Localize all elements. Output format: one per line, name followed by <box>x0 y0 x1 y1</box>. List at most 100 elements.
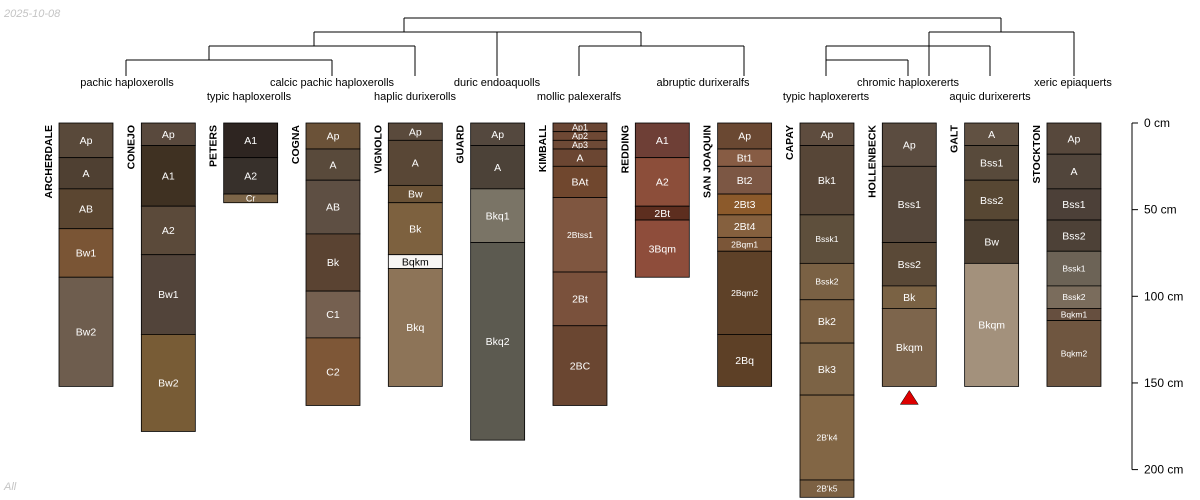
horizon-a2 <box>140 205 196 256</box>
bottom-marker-triangle <box>899 389 919 405</box>
horizon-bk <box>305 233 361 292</box>
horizon-2b-k4 <box>799 394 855 481</box>
horizon-label: C1 <box>326 309 340 321</box>
horizon-label: Bk <box>327 257 340 269</box>
horizon-label: Ap <box>1068 133 1081 145</box>
horizon-label: 3Bqm <box>649 243 677 255</box>
horizon-label: A2 <box>656 177 669 189</box>
horizon-label: Ap <box>80 135 93 147</box>
horizon-a1 <box>223 122 279 159</box>
taxon-label: duric endoaquolls <box>454 77 541 89</box>
horizon-label: A <box>988 129 995 141</box>
horizon-2bc <box>552 325 608 406</box>
horizon-bss1 <box>964 145 1020 181</box>
horizon-bw2 <box>140 334 196 432</box>
taxon-label: typic haploxererts <box>783 91 870 103</box>
taxon-label: aquic durixererts <box>949 91 1031 103</box>
horizon-label: Ap <box>327 131 340 143</box>
horizon-bk1 <box>799 145 855 216</box>
profile-name-galt: GALT <box>949 124 961 152</box>
horizon-a <box>1046 153 1102 190</box>
horizon-label: 2Bt4 <box>734 221 756 233</box>
taxon-label: calcic pachic haploxerolls <box>270 77 395 89</box>
horizon-bt2 <box>717 165 773 195</box>
profile-name-guard: GUARD <box>455 125 467 164</box>
horizon-label: Bssk1 <box>815 234 838 244</box>
horizon-label: Bss1 <box>1062 199 1086 211</box>
profile-name-redding: REDDING <box>619 125 631 173</box>
horizon-label: 2B'k5 <box>816 484 837 494</box>
horizon-bk3 <box>799 342 855 396</box>
horizon-label: 2Bt <box>654 208 670 220</box>
horizon-c1 <box>305 290 361 339</box>
horizon-label: A1 <box>244 135 257 147</box>
depth-axis-label: 0 cm <box>1144 116 1170 130</box>
horizon-bkq <box>387 268 443 387</box>
horizon-label: Bt2 <box>737 175 753 187</box>
horizon-label: Bw1 <box>158 289 179 301</box>
profile-name-archerdale: ARCHERDALE <box>43 125 55 199</box>
horizon-label: Ap3 <box>572 140 588 150</box>
horizon-label: A1 <box>656 135 669 147</box>
horizon-ap <box>1046 122 1102 155</box>
horizon-label: BAt <box>572 177 589 189</box>
horizon-label: Bssk1 <box>1062 264 1085 274</box>
horizon-label: Ap <box>738 131 751 143</box>
depth-axis-label: 200 cm <box>1144 463 1183 477</box>
horizon-label: A <box>494 162 501 174</box>
horizon-cr <box>223 193 279 204</box>
horizon-a <box>387 139 443 186</box>
horizon-label: Bk <box>409 223 422 235</box>
horizon-ab <box>58 188 114 230</box>
horizon-bssk1 <box>799 214 855 264</box>
horizon-label: Bqkm <box>402 256 429 268</box>
horizon-label: Bw <box>984 236 999 248</box>
horizon-bssk2 <box>799 262 855 301</box>
horizon-label: AB <box>326 202 340 214</box>
profile-name-conejo: CONEJO <box>125 125 137 169</box>
horizon-bk <box>387 202 443 256</box>
profile-name-capay: CAPAY <box>784 125 796 160</box>
taxon-label: haplic durixerolls <box>374 91 456 103</box>
horizon-ap <box>305 122 361 150</box>
profile-name-cogna: COGNA <box>290 125 302 165</box>
horizon-bw1 <box>58 228 114 278</box>
horizon-bssk1 <box>1046 250 1102 287</box>
horizon-label: 2Bqm2 <box>731 288 758 298</box>
horizon-label: Bw2 <box>158 378 179 390</box>
horizon-ap <box>58 122 114 159</box>
horizon-label: Bqkm1 <box>1061 309 1088 319</box>
profile-name-vignolo: VIGNOLO <box>372 125 384 173</box>
horizon-bw <box>964 219 1020 264</box>
horizon-label: Bt1 <box>737 152 753 164</box>
horizon-label: Bw2 <box>76 327 97 339</box>
horizon-label: Bk <box>903 292 916 304</box>
horizon-label: Ap2 <box>572 131 588 141</box>
horizon-label: Bk1 <box>818 175 836 187</box>
horizon-label: Bss2 <box>980 195 1004 207</box>
horizon-label: Bw <box>408 189 423 201</box>
horizon-bss2 <box>881 242 937 287</box>
horizon-label: Bw1 <box>76 248 97 260</box>
taxon-label: pachic haploxerolls <box>80 77 174 89</box>
horizon-a1 <box>140 145 196 207</box>
horizon-label: Bk3 <box>818 364 836 376</box>
horizon-label: Bkqm <box>978 320 1005 332</box>
profile-name-kimball: KIMBALL <box>537 124 549 172</box>
horizon-a2 <box>223 157 279 195</box>
horizon-label: Bss2 <box>1062 230 1086 242</box>
horizon-a <box>305 148 361 181</box>
depth-axis-label: 50 cm <box>1144 203 1177 217</box>
horizon-label: 2Bqm1 <box>731 239 758 249</box>
horizon-label: Bss1 <box>980 158 1004 170</box>
horizon-label: Bssk2 <box>815 277 838 287</box>
date-stamp: 2025-10-08 <box>4 8 61 20</box>
horizon-label: Ap <box>162 129 175 141</box>
horizon-label: Bk2 <box>818 316 836 328</box>
horizon-label: Ap <box>409 126 422 138</box>
horizon-label: AB <box>79 203 93 215</box>
horizon-bss1 <box>881 165 937 243</box>
horizon-ap <box>881 122 937 167</box>
horizon-bkqm <box>964 262 1020 387</box>
